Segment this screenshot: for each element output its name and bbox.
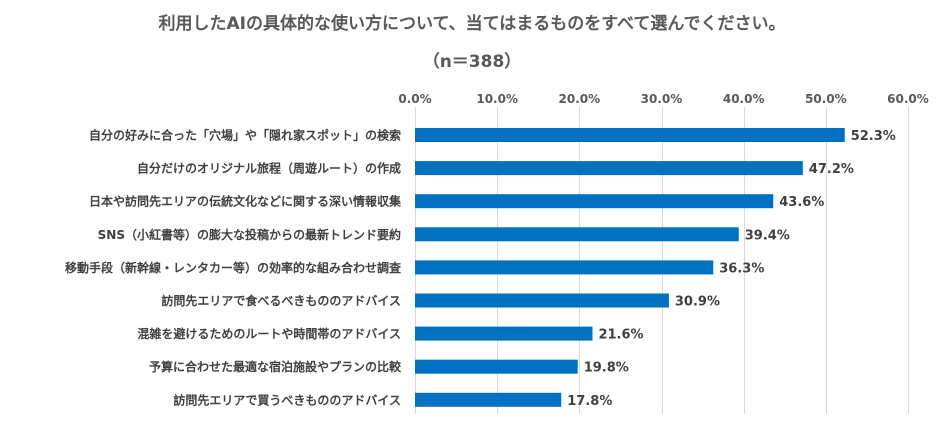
- bar: [415, 161, 803, 176]
- chart-subtitle: （n＝388）: [423, 51, 522, 72]
- category-label: 混雑を避けるためのルートや時間帯のアドバイス: [137, 326, 401, 341]
- category-label: 日本や訪問先エリアの伝統文化などに関する深い情報収集: [89, 194, 402, 209]
- bar: [415, 227, 739, 242]
- bar: [415, 128, 845, 142]
- data-label: 52.3%: [851, 129, 896, 144]
- data-label: 30.9%: [675, 295, 720, 310]
- data-label: 21.6%: [598, 328, 643, 343]
- x-tick-label: 60.0%: [887, 92, 929, 106]
- category-label: 訪問先エリアで買うべきもののアドバイス: [173, 392, 401, 407]
- data-label: 39.4%: [745, 228, 790, 243]
- chart-title: 利用したAIの具体的な使い方について、当てはまるものをすべて選んでください。: [158, 13, 785, 34]
- bar: [415, 194, 774, 209]
- bar: [415, 260, 714, 275]
- data-label: 17.8%: [567, 394, 612, 409]
- bars: [415, 128, 845, 407]
- bar: [415, 293, 669, 308]
- bar: [415, 326, 593, 341]
- x-tick-label: 40.0%: [723, 92, 765, 106]
- x-tick-label: 0.0%: [398, 92, 431, 106]
- bar: [415, 359, 578, 374]
- category-label: 自分の好みに合った「穴場」や「隠れ家スポット」の検索: [89, 128, 401, 143]
- category-label: SNS（小紅書等）の膨大な投稿からの最新トレンド要約: [98, 227, 401, 242]
- x-tick-label: 10.0%: [476, 92, 518, 106]
- category-label: 移動手段（新幹線・レンタカー等）の効率的な組み合わせ調査: [65, 260, 402, 275]
- x-tick-label: 30.0%: [641, 92, 683, 106]
- data-label: 36.3%: [719, 261, 764, 276]
- data-label: 43.6%: [779, 195, 824, 210]
- data-labels: 52.3% 47.2% 43.6% 39.4% 36.3% 30.9% 21.6% 19.8%…: [567, 129, 896, 409]
- data-label: 47.2%: [809, 162, 854, 177]
- category-label: 予算に合わせた最適な宿泊施設やプランの比較: [149, 359, 402, 374]
- x-tick-label: 20.0%: [559, 92, 601, 106]
- x-tick-label: 50.0%: [805, 92, 847, 106]
- data-label: 19.8%: [584, 361, 629, 376]
- x-axis-tick-labels: 0.0% 10.0% 20.0% 30.0% 40.0% 50.0% 60.0%: [398, 92, 928, 106]
- category-label: 自分だけのオリジナル旅程（周遊ルート）の作成: [137, 161, 401, 176]
- bar: [415, 392, 562, 407]
- category-label: 訪問先エリアで食べるべきもののアドバイス: [161, 293, 401, 308]
- category-labels: 自分の好みに合った「穴場」や「隠れ家スポット」の検索自分だけのオリジナル旅程（周…: [65, 128, 402, 408]
